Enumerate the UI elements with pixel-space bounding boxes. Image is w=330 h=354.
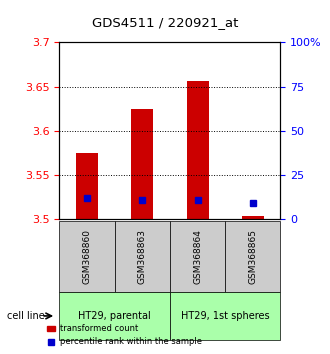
- Text: HT29, parental: HT29, parental: [78, 311, 151, 321]
- Text: GSM368864: GSM368864: [193, 229, 202, 284]
- Bar: [76, 153, 98, 219]
- Bar: [242, 216, 264, 219]
- Text: HT29, 1st spheres: HT29, 1st spheres: [181, 311, 270, 321]
- Bar: [131, 109, 153, 219]
- Text: GSM368863: GSM368863: [138, 229, 147, 284]
- Text: GSM368860: GSM368860: [82, 229, 91, 284]
- Text: cell line: cell line: [7, 311, 44, 321]
- Bar: [186, 81, 209, 219]
- Legend: transformed count, percentile rank within the sample: transformed count, percentile rank withi…: [44, 321, 205, 350]
- Text: GDS4511 / 220921_at: GDS4511 / 220921_at: [92, 17, 238, 29]
- Text: GSM368865: GSM368865: [248, 229, 257, 284]
